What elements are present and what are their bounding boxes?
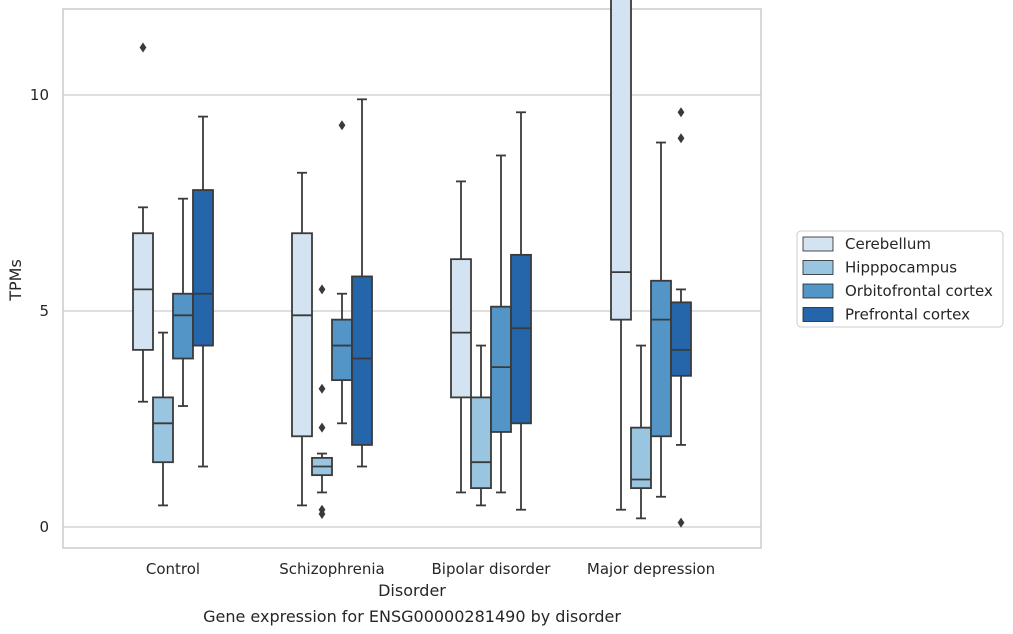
box-bipolar-disorder [470,344,492,507]
outlier-point [677,517,685,528]
box-control [192,115,214,468]
box-major-depression [670,107,692,528]
box-body [470,396,492,490]
y-tick-label: 10 [30,86,49,104]
box-body [331,318,353,382]
legend-label: Prefrontal cortex [845,306,970,324]
plot-area-frame [62,8,762,549]
legend-swatch [802,307,834,322]
series-cerebellum [132,0,632,511]
legend-swatch [802,236,834,252]
box-schizophrenia [331,120,353,425]
box-body [132,232,154,351]
legend-frame [796,230,1004,328]
box-body [670,301,692,377]
box-control [172,197,194,407]
box-bipolar-disorder [510,111,532,511]
box-control [132,42,154,403]
box-body [172,292,194,360]
x-axis-label: Disorder [378,581,446,600]
y-tick-label: 5 [39,302,49,320]
box-body [152,396,174,464]
legend-swatch [802,283,834,299]
series-orbitofrontal-cortex [172,120,672,498]
legend-swatch [802,260,834,275]
outlier-point [139,42,147,53]
box-schizophrenia [311,284,333,520]
outlier-point [318,284,326,295]
x-tick-label: Major depression [587,560,715,578]
y-tick-labels: 05101520 [30,86,49,536]
x-tick-label: Bipolar disorder [432,560,552,578]
box-body [192,189,214,347]
x-tick-labels: Control Schizophrenia Bipolar disorder Majo… [146,560,715,578]
x-tick-label: Schizophrenia [279,560,384,578]
box-series-group [132,0,692,528]
y-axis-label: TPMs [6,259,25,302]
legend-label: Cerebellum [845,235,931,253]
box-control [152,331,174,507]
outlier-point [318,422,326,433]
box-body [291,232,313,438]
box-body [351,275,373,446]
y-tick-label: 0 [39,518,49,536]
box-schizophrenia [351,98,373,468]
box-major-depression [650,141,672,498]
box-body [610,0,632,321]
outlier-point [338,120,346,131]
box-major-depression [610,0,632,511]
chart-caption: Gene expression for ENSG00000281490 by d… [203,607,621,626]
box-body [490,305,512,433]
box-body [510,253,532,425]
box-schizophrenia [291,171,313,507]
box-major-depression [630,344,652,520]
x-tick-label: Control [146,560,200,578]
box-body [630,426,652,490]
legend-label: Hipppocampus [845,259,957,277]
outlier-point [677,107,685,118]
outlier-point [318,504,326,515]
box-body [650,279,672,438]
outlier-point [318,383,326,394]
outlier-point [677,133,685,144]
box-bipolar-disorder [490,154,512,494]
series-hipppocampus [152,284,652,520]
series-prefrontal-cortex [192,98,692,528]
legend: Cerebellum Hipppocampus Orbitofrontal cort… [796,230,1004,328]
box-body [450,258,472,399]
legend-label: Orbitofrontal cortex [845,282,993,300]
box-bipolar-disorder [450,180,472,494]
